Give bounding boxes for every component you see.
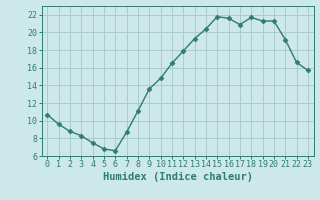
X-axis label: Humidex (Indice chaleur): Humidex (Indice chaleur) <box>103 172 252 182</box>
